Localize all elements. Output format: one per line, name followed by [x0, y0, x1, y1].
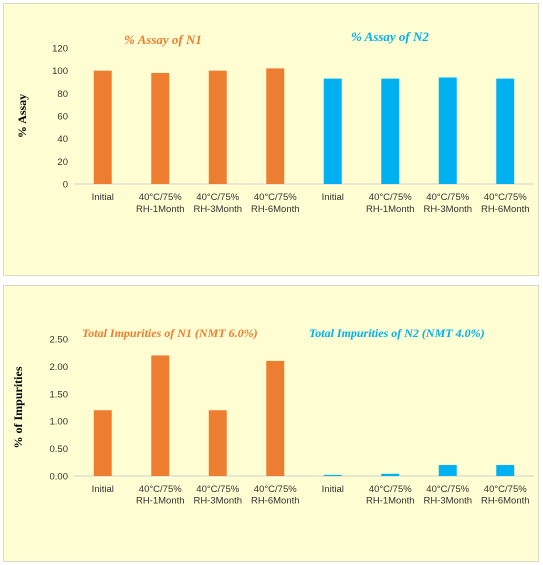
- x-tick-label: 40°C/75% RH-1Month: [366, 484, 415, 507]
- y-tick-label: 80: [57, 89, 68, 100]
- x-tick-label: 40°C/75% RH-3Month: [423, 484, 472, 507]
- y-tick-label: 120: [52, 44, 68, 55]
- bar: [266, 360, 285, 476]
- x-tick-label: 40°C/75% RH-3Month: [193, 484, 242, 507]
- x-tick-label: 40°C/75% RH-1Month: [136, 484, 185, 507]
- x-tick-label: 40°C/75% RH-6Month: [251, 192, 300, 215]
- bar: [438, 465, 457, 476]
- bar: [323, 474, 342, 476]
- series-annotation: Total Impurities of N1 (NMT 6.0%): [82, 326, 258, 340]
- y-tick-label: 1.50: [50, 389, 69, 400]
- y-tick-label: 100: [52, 66, 68, 77]
- x-tick-label: 40°C/75% RH-1Month: [366, 192, 415, 215]
- bar: [208, 410, 227, 476]
- bar: [266, 68, 285, 184]
- x-tick-label: 40°C/75% RH-3Month: [193, 192, 242, 215]
- bar: [151, 355, 170, 476]
- y-tick-label: 20: [57, 157, 68, 168]
- y-tick-label: 40: [57, 134, 68, 145]
- series-annotation: % Assay of N2: [351, 29, 429, 44]
- y-tick-label: 0.50: [50, 444, 69, 455]
- bar: [381, 473, 400, 476]
- x-tick-label: Initial: [322, 484, 344, 495]
- assay-chart-panel: 0 20 40 60 80 100 120 Initial 40°C/75% RH-1Month 4…: [3, 3, 539, 276]
- series-annotation: Total Impurities of N2 (NMT 4.0%): [309, 326, 485, 340]
- bar: [496, 465, 515, 476]
- y-tick-label: 60: [57, 112, 68, 123]
- y-tick-label: 1.00: [50, 417, 69, 428]
- y-axis-title: % Assay: [15, 94, 29, 138]
- bar: [208, 70, 227, 184]
- bar: [496, 78, 515, 184]
- x-tick-label: Initial: [322, 192, 344, 203]
- y-tick-label: 2.50: [50, 335, 69, 346]
- series-annotation: % Assay of N1: [124, 32, 202, 47]
- y-tick-label: 0: [63, 180, 68, 191]
- bar: [93, 410, 112, 476]
- y-tick-label: 2.00: [50, 362, 69, 373]
- y-tick-label: 0.00: [50, 472, 69, 483]
- x-tick-label: Initial: [92, 484, 114, 495]
- bar: [93, 70, 112, 184]
- x-tick-label: 40°C/75% RH-6Month: [481, 484, 530, 507]
- x-tick-label: 40°C/75% RH-6Month: [481, 192, 530, 215]
- x-tick-label: 40°C/75% RH-3Month: [423, 192, 472, 215]
- impurities-chart-panel: 0.00 0.50 1.00 1.50 2.00 2.50 Initial 40°C/75% R…: [3, 285, 539, 562]
- x-tick-label: Initial: [92, 192, 114, 203]
- bar: [381, 78, 400, 184]
- x-tick-label: 40°C/75% RH-1Month: [136, 192, 185, 215]
- y-axis-title: % of Impurities: [11, 366, 25, 448]
- bar: [151, 72, 170, 184]
- bar: [323, 78, 342, 184]
- assay-chart: 0 20 40 60 80 100 120 Initial 40°C/75% RH-1Month 4…: [15, 29, 534, 215]
- x-tick-label: 40°C/75% RH-6Month: [251, 484, 300, 507]
- bar: [438, 77, 457, 184]
- impurities-chart: 0.00 0.50 1.00 1.50 2.00 2.50 Initial 40°C/75% R…: [11, 326, 534, 507]
